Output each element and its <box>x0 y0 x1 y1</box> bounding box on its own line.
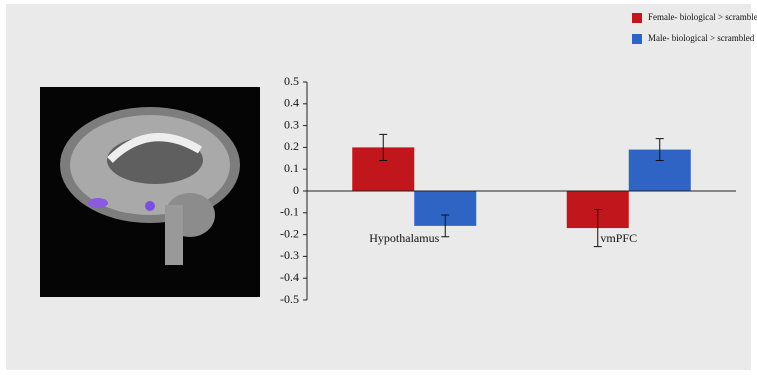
brain-image <box>40 87 260 297</box>
y-tick-label: 0.2 <box>284 139 299 153</box>
y-tick-label: -0.1 <box>280 205 299 219</box>
chart: 0.5 0.4 0.3 0.2 0.1 0 -0.1 -0.2 -0.3 -0.4 -0.5 Fema… <box>0 0 757 375</box>
legend-swatch <box>632 13 642 23</box>
y-tick-label: -0.3 <box>280 248 299 262</box>
y-tick-label: 0 <box>293 183 299 197</box>
y-tick-label: -0.4 <box>280 270 299 284</box>
x-tick-label: Hypothalamus <box>369 231 439 245</box>
y-tick-label: -0.5 <box>280 292 299 306</box>
y-tick-label: 0.4 <box>284 96 299 110</box>
y-tick-label: -0.2 <box>280 226 299 240</box>
y-tick-label: 0.5 <box>284 74 299 88</box>
x-tick-label: vmPFC <box>600 231 637 245</box>
legend-label: Male- biological > scrambled <box>648 33 755 43</box>
legend-label: Female- biological > scrambled <box>648 12 757 22</box>
legend-swatch <box>632 34 642 44</box>
y-tick-label: 0.3 <box>284 117 299 131</box>
y-tick-label: 0.1 <box>284 161 299 175</box>
